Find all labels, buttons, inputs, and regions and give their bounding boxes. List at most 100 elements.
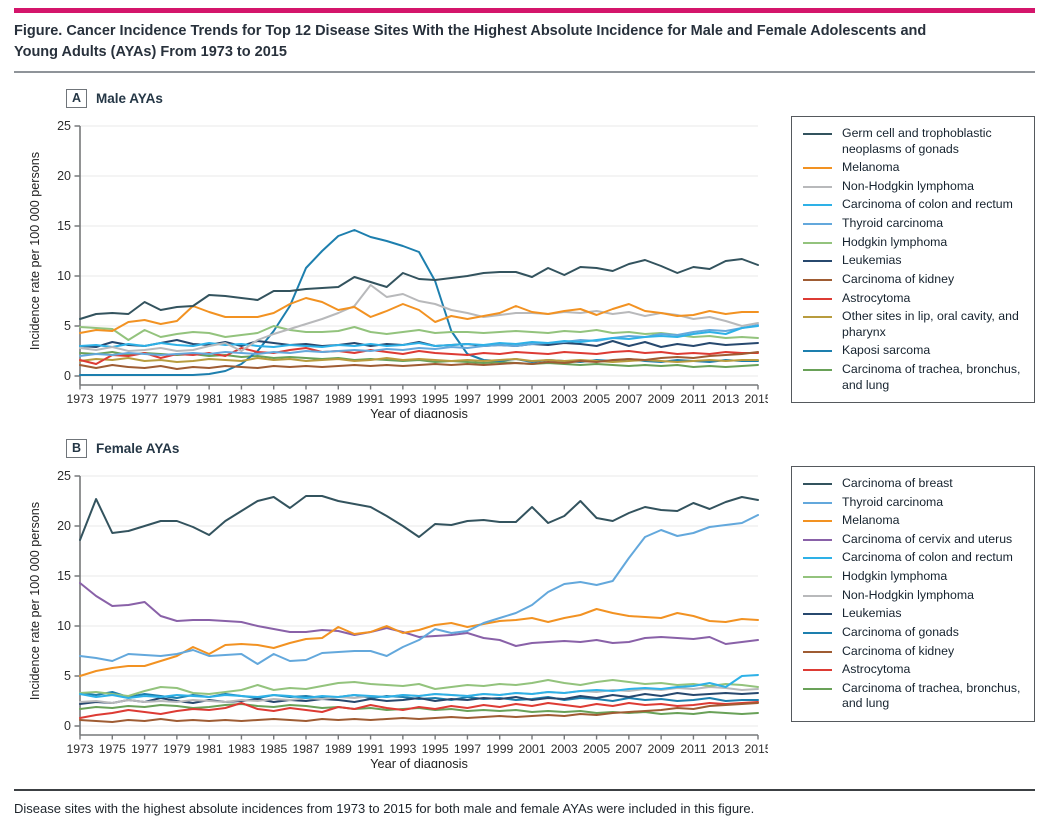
panel-b-header: B Female AYAs <box>66 439 1035 459</box>
legend-item-hodgkin-lymphoma: Hodgkin lymphoma <box>803 569 1024 585</box>
legend-item-leukemias: Leukemias <box>803 253 1024 269</box>
legend-item-carcinoma-of-breast: Carcinoma of breast <box>803 476 1024 492</box>
series-line-carcinoma-of-cervix-and-uterus <box>79 582 759 648</box>
series-line-carcinoma-of-colon-and-rectum <box>79 674 759 700</box>
legend-label: Carcinoma of kidney <box>842 271 955 286</box>
series-line-germ-cell-and-trophoblastic-neoplasms-of-gonads <box>79 258 759 321</box>
x-tick-label: 1999 <box>486 392 513 406</box>
legend-swatch <box>803 297 832 300</box>
legend-swatch <box>803 520 832 523</box>
series-line-carcinoma-of-kidney <box>79 351 759 371</box>
legend-item-carcinoma-of-colon-and-rectum: Carcinoma of colon and rectum <box>803 197 1024 213</box>
y-tick-label: 20 <box>57 169 71 183</box>
female-ayas-legend: Carcinoma of breast Thyroid carcinoma Mela… <box>791 466 1035 722</box>
panel-b-title: Female AYAs <box>96 441 180 457</box>
series-line-astrocytoma <box>79 347 759 366</box>
x-tick-label: 1993 <box>389 392 416 406</box>
y-tick-label: 0 <box>64 719 71 733</box>
legend-item-non-hodgkin-lymphoma: Non-Hodgkin lymphoma <box>803 179 1024 195</box>
legend-label: Carcinoma of colon and rectum <box>842 197 1013 212</box>
x-tick-label: 2009 <box>648 742 675 756</box>
y-axis-title: Incidence rate per 100 000 persons <box>28 502 42 700</box>
legend-swatch <box>803 241 832 244</box>
x-tick-label: 1997 <box>454 742 481 756</box>
legend-swatch <box>803 687 832 690</box>
series-line-carcinoma-of-trachea-bronchus-and-lung <box>79 703 759 716</box>
x-tick-label: 1993 <box>389 742 416 756</box>
series-line-astrocytoma <box>79 701 759 720</box>
legend-label: Carcinoma of trachea, bronchus, and lung <box>842 361 1021 392</box>
title-divider <box>14 71 1035 74</box>
x-tick-label: 1997 <box>454 392 481 406</box>
x-tick-label: 1989 <box>325 742 352 756</box>
legend-swatch <box>803 538 832 541</box>
x-tick-label: 1977 <box>131 392 158 406</box>
panel-b-letter-box: B <box>66 439 88 459</box>
legend-swatch <box>803 223 832 226</box>
y-axis-title: Incidence rate per 100 000 persons <box>28 152 42 350</box>
legend-label: Carcinoma of kidney <box>842 643 955 658</box>
x-tick-label: 1981 <box>196 392 223 406</box>
legend-swatch <box>803 185 832 188</box>
x-tick-label: 2007 <box>615 392 642 406</box>
legend-label: Leukemias <box>842 606 902 621</box>
series-line-carcinoma-of-colon-and-rectum <box>79 325 759 349</box>
y-tick-label: 20 <box>57 519 71 533</box>
series-line-melanoma <box>79 297 759 335</box>
x-tick-label: 2001 <box>518 392 545 406</box>
x-tick-label: 2011 <box>680 742 706 756</box>
x-tick-label: 1995 <box>422 392 449 406</box>
female-ayas-plot: 0 5 10 15 20 25 1973 1975 1977 1979 1981 1983 1985 19… <box>28 469 772 771</box>
x-tick-label: 2003 <box>551 392 578 406</box>
legend-label: Leukemias <box>842 253 902 268</box>
legend-label: Thyroid carcinoma <box>842 494 944 509</box>
x-tick-label: 2015 <box>744 392 768 406</box>
legend-item-astrocytoma: Astrocytoma <box>803 662 1024 678</box>
legend-label: Non-Hodgkin lymphoma <box>842 587 974 602</box>
legend-swatch <box>803 557 832 560</box>
x-tick-label: 1975 <box>99 742 126 756</box>
x-tick-label: 1989 <box>325 392 352 406</box>
legend-swatch <box>803 613 832 616</box>
y-tick-label: 15 <box>57 219 71 233</box>
legend-item-leukemias: Leukemias <box>803 606 1024 622</box>
series-line-hodgkin-lymphoma <box>79 325 759 342</box>
panel-a-chart-row: 0 5 10 15 20 25 1973 1975 1977 1979 1981 1983 1985 19… <box>14 114 1035 423</box>
x-tick-label: 1987 <box>292 392 319 406</box>
legend-swatch <box>803 669 832 672</box>
y-tick-label: 15 <box>57 569 71 583</box>
legend-item-thyroid-carcinoma: Thyroid carcinoma <box>803 495 1024 511</box>
x-axis-title: Year of diagnosis <box>370 406 468 418</box>
y-tick-label: 25 <box>57 469 71 483</box>
legend-item-other-sites-in-lip-oral-cavity-and-pharynx: Other sites in lip, oral cavity, and pha… <box>803 309 1024 340</box>
legend-swatch <box>803 204 832 207</box>
female-ayas-chart: 0 5 10 15 20 25 1973 1975 1977 1979 1981 1983 1985 19… <box>24 464 772 773</box>
legend-swatch <box>803 260 832 263</box>
x-tick-label: 2005 <box>583 392 610 406</box>
x-tick-label: 1975 <box>99 392 126 406</box>
legend-label: Astrocytoma <box>842 662 911 677</box>
legend-item-hodgkin-lymphoma: Hodgkin lymphoma <box>803 235 1024 251</box>
legend-swatch <box>803 483 832 486</box>
x-tick-label: 2005 <box>583 742 610 756</box>
x-tick-label: 1999 <box>486 742 513 756</box>
figure-title: Figure. Cancer Incidence Trends for Top … <box>14 23 927 61</box>
male-ayas-plot: 0 5 10 15 20 25 1973 1975 1977 1979 1981 1983 1985 19… <box>28 119 772 421</box>
x-tick-label: 1985 <box>260 742 287 756</box>
x-tick-label: 2001 <box>518 742 545 756</box>
y-tick-label: 5 <box>64 669 71 683</box>
x-axis-title: Year of diagnosis <box>370 756 468 768</box>
y-tick-label: 0 <box>64 369 71 383</box>
legend-swatch <box>803 316 832 319</box>
panel-a: A Male AYAs 0 5 10 15 20 25 1973 1975 1977 1979 19… <box>14 89 1035 423</box>
x-tick-label: 1979 <box>163 392 190 406</box>
x-tick-label: 1979 <box>163 742 190 756</box>
legend-item-astrocytoma: Astrocytoma <box>803 291 1024 307</box>
legend-item-non-hodgkin-lymphoma: Non-Hodgkin lymphoma <box>803 588 1024 604</box>
legend-swatch <box>803 278 832 281</box>
panel-a-title: Male AYAs <box>96 91 163 107</box>
panel-b: B Female AYAs 0 5 10 15 20 25 1973 1975 1977 1979… <box>14 439 1035 773</box>
x-tick-label: 1987 <box>292 742 319 756</box>
series-line-thyroid-carcinoma <box>79 514 759 666</box>
legend-item-melanoma: Melanoma <box>803 160 1024 176</box>
